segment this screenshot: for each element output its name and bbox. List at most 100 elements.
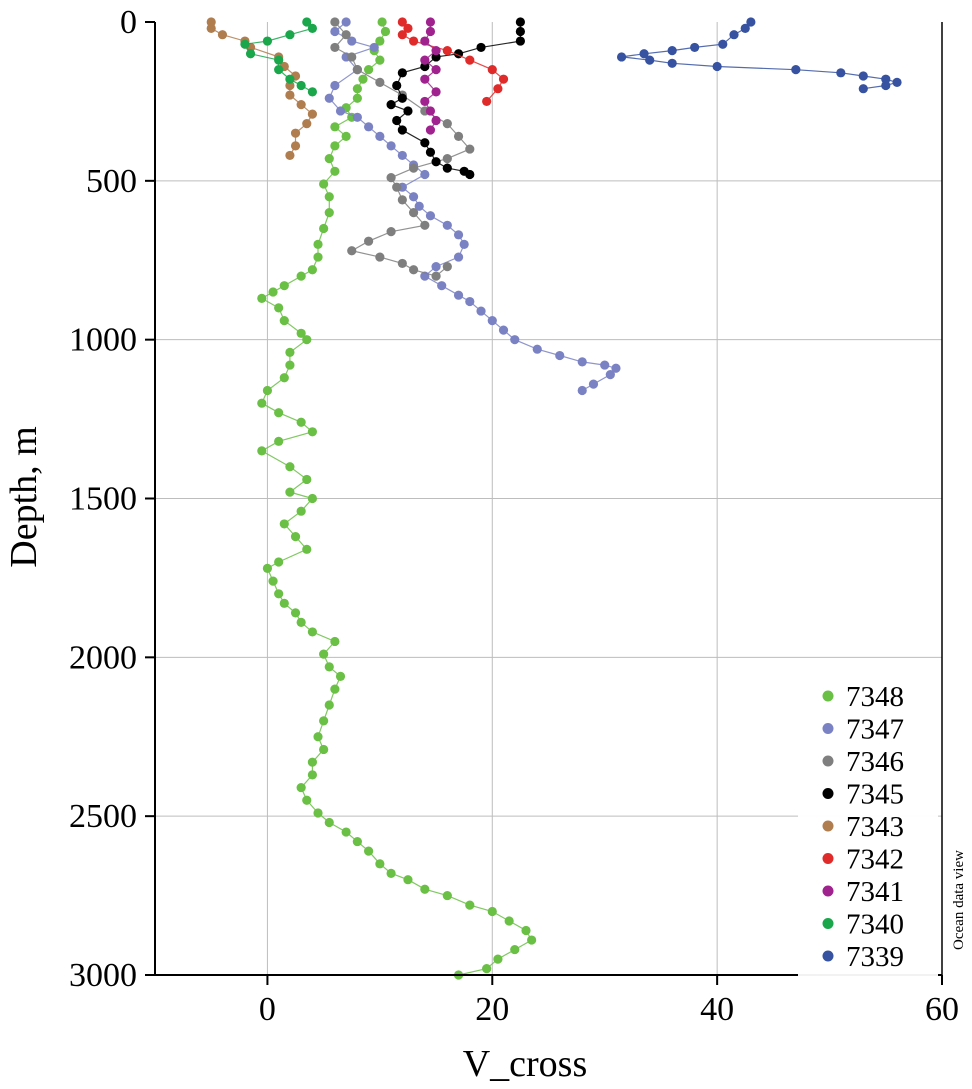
data-point [442,890,452,901]
legend-marker [822,918,834,929]
data-point [375,77,385,87]
data-point [274,408,284,418]
data-point [380,26,391,37]
data-point [307,627,317,637]
data-point [420,96,430,107]
data-point [206,23,216,33]
data-point [718,39,728,49]
x-tick-label: 0 [259,991,276,1028]
data-point [392,115,402,126]
data-point [290,128,301,138]
data-point [392,182,402,192]
data-point [313,252,323,262]
data-point [375,55,385,65]
legend-label: 7341 [846,876,904,908]
data-point [690,42,700,53]
data-point [465,296,475,307]
series-7346 [330,17,475,281]
data-point [257,446,267,456]
series-line [333,21,471,277]
data-point [588,379,599,389]
data-point [431,157,441,167]
data-point [459,239,469,249]
data-point [504,916,514,926]
data-point [408,36,419,46]
y-tick-label: 1500 [69,481,137,518]
data-point [408,208,419,218]
data-point [330,80,340,91]
legend-marker [822,723,834,734]
y-tick-label: 1000 [69,322,137,359]
data-point [352,84,362,94]
data-point [285,30,295,40]
data-point [465,169,475,180]
data-point [364,846,374,856]
legend-marker [822,755,834,767]
data-point [296,328,306,338]
data-point [307,770,317,780]
data-point [313,732,323,742]
series-7345 [386,17,525,180]
data-point [330,636,340,647]
data-point [836,68,846,78]
data-point [408,163,419,173]
data-point [347,52,357,62]
legend-label: 7343 [846,811,904,843]
data-point [442,119,452,129]
data-point [279,598,289,608]
data-point [577,357,587,367]
series-7348 [257,17,537,980]
data-point [285,90,295,100]
data-point [296,80,306,91]
data-point [307,109,317,119]
data-point [465,55,475,65]
data-point [600,360,610,370]
data-point [482,96,492,107]
legend-marker [822,820,834,832]
data-point [425,106,436,116]
data-point [667,58,677,68]
data-point [420,169,430,180]
data-point [352,93,362,103]
data-point [431,45,441,56]
data-point [324,192,334,202]
series-line [328,21,618,392]
data-point [453,131,464,141]
data-point [285,150,295,161]
data-point [667,45,677,56]
data-point [245,49,256,59]
data-point [386,868,396,878]
data-point [397,150,407,161]
data-point [290,532,301,542]
data-point [611,363,621,373]
data-point [313,808,323,818]
data-point [262,385,273,396]
data-point [358,74,368,84]
data-point [577,385,587,396]
data-point [324,93,334,103]
data-point [420,74,430,84]
data-point [386,173,396,183]
data-point [420,55,430,65]
data-point [616,52,627,62]
data-point [364,122,374,132]
data-point [510,944,520,955]
data-point [341,17,351,27]
data-point [274,65,284,75]
tick-labels: 0 500 1000 1500 2000 2500 3000 0 20 40 60 [69,4,959,1028]
x-tick-label: 40 [700,991,734,1028]
legend-label: 7347 [846,714,904,746]
data-point [639,49,649,59]
legend-label: 7346 [846,746,904,778]
data-point [465,144,475,154]
grid [155,22,942,975]
data-point [386,99,396,110]
axes [145,21,943,985]
data-point [375,859,385,869]
data-point [515,17,525,27]
data-point [324,700,334,710]
data-point [319,744,329,755]
legend-label: 7340 [846,909,904,941]
data-point [313,239,323,249]
data-point [279,373,289,383]
